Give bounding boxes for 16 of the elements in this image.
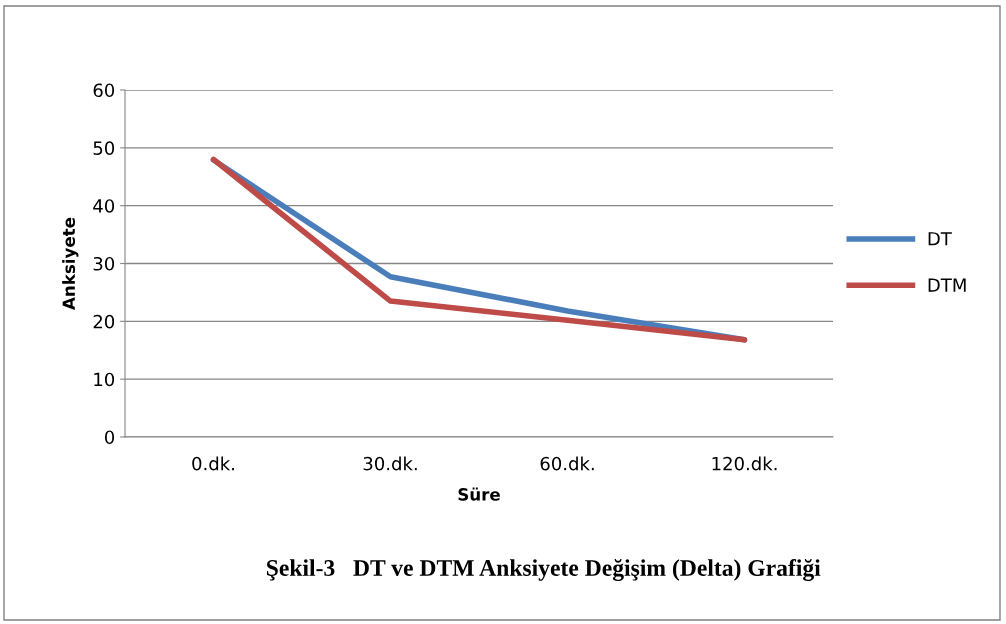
y-tick-label: 30 xyxy=(93,256,115,271)
text: Şekil-3 DT ve DTM Anksiyete Değişim (Delta) Grafiği xyxy=(266,559,821,581)
x-axis-title: Süre xyxy=(458,487,500,501)
x-tick-label: 60.dk. xyxy=(540,456,594,471)
x-tick-label: 0.dk. xyxy=(192,456,234,471)
y-tick-label: 20 xyxy=(93,314,115,329)
legend-label: DT xyxy=(928,232,952,246)
x-tick-label: 120.dk. xyxy=(712,456,777,471)
y-tick-label: 40 xyxy=(93,199,115,213)
x-tick-label: 30.dk. xyxy=(363,456,417,471)
y-tick-label: 0 xyxy=(104,430,115,445)
legend-label: DTM xyxy=(928,278,966,292)
y-axis-title: Anksiyete xyxy=(62,217,79,310)
y-tick-label: 10 xyxy=(94,372,115,387)
y-tick-label: 60 xyxy=(93,83,115,98)
y-tick-label: 50 xyxy=(93,141,115,155)
